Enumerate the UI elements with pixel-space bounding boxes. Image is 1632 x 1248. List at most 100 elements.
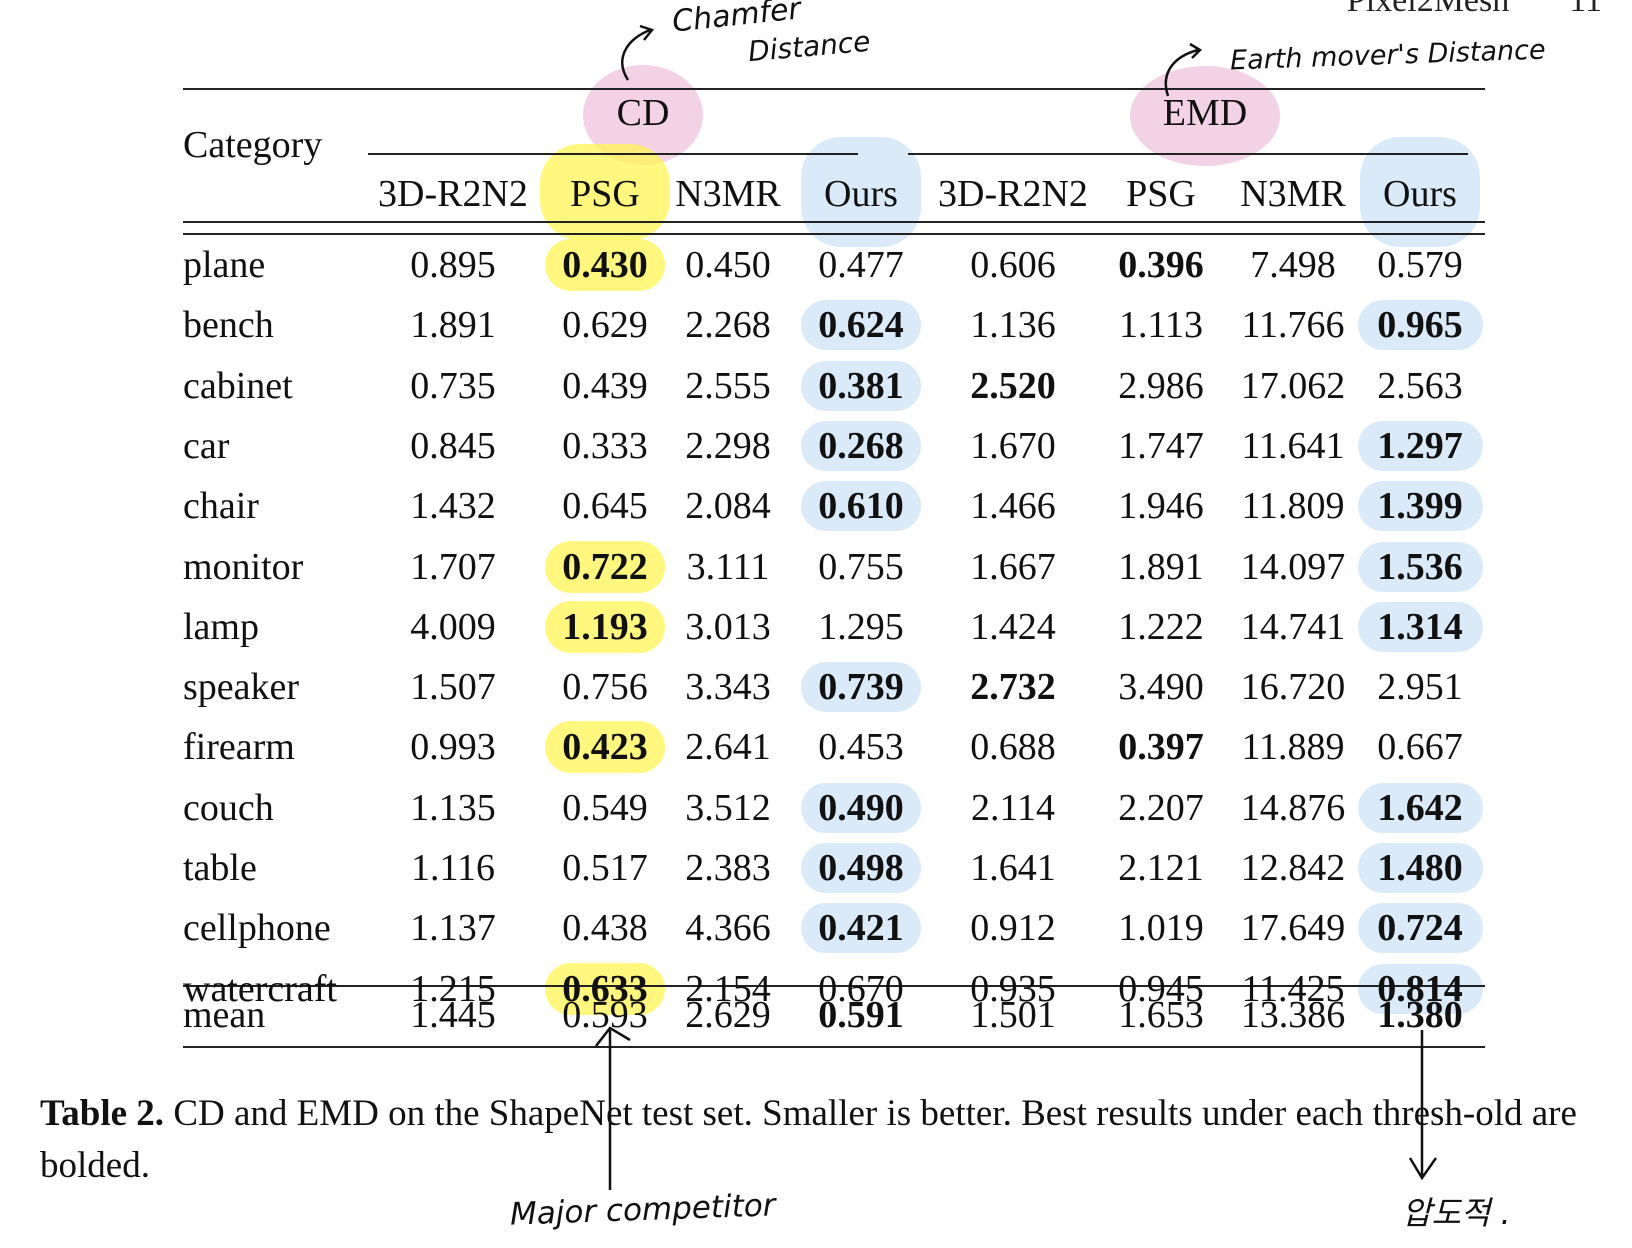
ours-cd-blue-highlight: [801, 137, 921, 247]
cd-value: 0.610: [818, 485, 904, 528]
emd-value: 1.747: [1118, 424, 1204, 467]
emd-value: 1.670: [970, 424, 1056, 467]
emd-value: 2.732: [970, 666, 1056, 709]
cd-value: 1.215: [410, 967, 496, 1010]
cd-mean-value: 1.445: [410, 994, 496, 1036]
ours-cd-best-highlight: [801, 903, 921, 954]
cd-value: 0.453: [818, 726, 904, 769]
competitor-arrow: [595, 1026, 631, 1190]
ours-cd-best-highlight: [801, 662, 921, 713]
emd-value: 0.814: [1377, 967, 1463, 1010]
emd-value: 0.935: [970, 967, 1056, 1010]
cd-value: 0.993: [410, 726, 496, 769]
emd-value: 0.724: [1377, 907, 1463, 950]
category-table: table: [183, 847, 257, 889]
cd-value: 1.295: [818, 605, 904, 648]
cd-value: 0.450: [685, 244, 771, 286]
category-speaker: speaker: [183, 666, 300, 709]
cd-value: 1.116: [410, 847, 496, 889]
running-head-title: Pixel2Mesh: [1346, 0, 1510, 19]
emd-value: 11.425: [1241, 967, 1345, 1010]
cd-value: 2.555: [685, 364, 771, 407]
emd-value: 16.720: [1240, 666, 1346, 709]
header-rule-2: [183, 233, 1485, 235]
category-mean: mean: [183, 994, 266, 1036]
emd-mean-value: 1.653: [1118, 994, 1204, 1036]
ours-cd-best-highlight: [801, 300, 921, 351]
cd-value: 1.432: [410, 485, 496, 528]
category-monitor: monitor: [183, 545, 304, 588]
cd-value: 0.333: [562, 424, 648, 467]
emd-value: 0.667: [1377, 726, 1463, 769]
header-rule-1: [183, 221, 1485, 223]
psg-best-highlight: [545, 721, 665, 774]
emd-value: 14.097: [1240, 545, 1346, 588]
emd-value: 1.642: [1377, 786, 1463, 829]
psg-best-highlight: [545, 962, 665, 1015]
emd-value: 0.579: [1377, 244, 1463, 286]
cd-value: 0.629: [562, 304, 648, 347]
cd-value: 0.381: [818, 364, 904, 407]
emd-method-n3mr: N3MR: [1240, 173, 1346, 215]
cd-value: 0.895: [410, 244, 496, 286]
results-table: Category CD EMD 3D-R2N2 3D-R2N2 PSG PSG N3MR N3M…: [183, 88, 1485, 1093]
cd-group-header: CD: [616, 92, 670, 134]
emd-value: 1.466: [970, 485, 1056, 528]
cd-value: 0.549: [562, 786, 648, 829]
category-car: car: [183, 424, 230, 467]
cd-value: 3.343: [685, 666, 771, 709]
cd-value: 1.193: [562, 605, 648, 648]
emd-value: 0.606: [970, 244, 1056, 286]
page-number: 11: [1569, 0, 1602, 19]
cd-value: 0.624: [818, 304, 904, 347]
cd-value: 0.756: [562, 666, 648, 709]
emd-value: 3.490: [1118, 666, 1204, 709]
emd-value: 11.889: [1241, 726, 1345, 769]
emd-value: 12.842: [1240, 847, 1346, 889]
category-firearm: firearm: [183, 726, 295, 769]
cd-value: 1.135: [410, 786, 496, 829]
category-bench: bench: [183, 304, 274, 347]
cd-value: 1.707: [410, 545, 496, 588]
psg-yellow-highlight: [540, 144, 670, 240]
emd-mean-value: 1.380: [1377, 994, 1463, 1036]
emd-method-psg: PSG: [1126, 173, 1196, 215]
emd-value: 1.641: [970, 847, 1056, 889]
cd-value: 0.439: [562, 364, 648, 407]
emd-value: 1.297: [1377, 424, 1463, 467]
cd-value: 0.722: [562, 545, 648, 588]
emd-value: 17.062: [1240, 364, 1346, 407]
emd-mean-value: 1.501: [970, 994, 1056, 1036]
cd-value: 0.670: [818, 967, 904, 1010]
ours-cd-best-highlight: [801, 420, 921, 471]
emd-value: 1.113: [1118, 304, 1204, 347]
emd-value: 1.314: [1377, 605, 1463, 648]
cd-value: 3.013: [685, 605, 771, 648]
cd-value: 0.739: [818, 666, 904, 709]
cd-mean-value: 2.629: [685, 994, 771, 1036]
ours-cd-best-highlight: [801, 481, 921, 532]
ours-emd-blue-highlight: [1360, 137, 1480, 247]
emd-arrow: [1164, 42, 1203, 97]
cd-value: 0.430: [562, 244, 648, 286]
korean-note: 압도적 .: [1402, 1194, 1511, 1232]
emd-value: 2.520: [970, 364, 1056, 407]
emd-value: 11.809: [1241, 485, 1345, 528]
cd-value: 4.366: [685, 907, 771, 950]
category-cabinet: cabinet: [183, 364, 293, 407]
cd-value: 3.512: [685, 786, 771, 829]
emd-value: 2.207: [1118, 786, 1204, 829]
cd-value: 2.383: [685, 847, 771, 889]
cd-value: 3.111: [686, 545, 770, 588]
emd-value: 0.912: [970, 907, 1056, 950]
emd-value: 2.563: [1377, 364, 1463, 407]
cd-method-psg: PSG: [570, 173, 640, 215]
emd-value: 0.965: [1377, 304, 1463, 347]
cd-method-ours: Ours: [824, 173, 898, 215]
cd-method-n3mr: N3MR: [675, 173, 781, 215]
cd-method-3d-r2n2: 3D-R2N2: [378, 173, 528, 215]
cd-value: 0.438: [562, 907, 648, 950]
cd-value: 0.755: [818, 545, 904, 588]
emd-value: 1.667: [970, 545, 1056, 588]
